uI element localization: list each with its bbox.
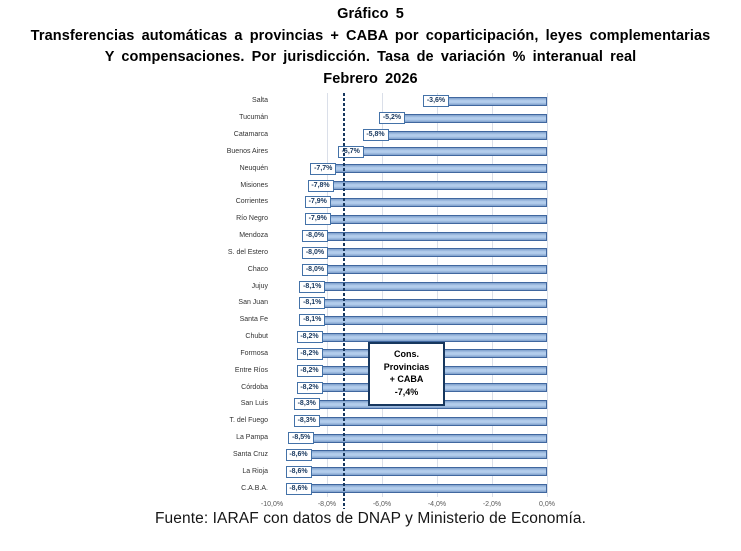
bar — [387, 130, 547, 140]
annotation-line1: Cons. Provincias — [383, 349, 430, 372]
bar-value-label: -8,1% — [299, 314, 326, 327]
bar-value-label: -7,7% — [310, 162, 337, 175]
gridline — [327, 93, 328, 497]
category-label: Santa Fe — [239, 316, 268, 324]
bar-value-label: -8,0% — [302, 263, 328, 276]
x-axis-tick-label: -4,0% — [427, 501, 447, 508]
source-caption: Fuente: IARAF con datos de DNAP y Minist… — [154, 510, 586, 527]
category-label: Jujuy — [251, 282, 268, 290]
bar-value-label: -8,1% — [299, 280, 326, 293]
bar-value-label: -8,2% — [296, 347, 323, 360]
category-label: Salta — [252, 97, 268, 105]
bar-value-label: -8,3% — [293, 415, 320, 428]
bar — [321, 332, 547, 342]
category-label: La Rioja — [242, 467, 268, 475]
bar-value-label: -7,8% — [307, 179, 334, 192]
gridline — [382, 93, 383, 497]
bar-value-label: -5,8% — [362, 129, 389, 142]
chart-title-line3: Y compensaciones. Por jurisdicción. Tasa… — [104, 49, 637, 65]
bar — [404, 113, 547, 123]
bar — [310, 467, 547, 477]
bar — [327, 265, 547, 275]
category-label: Santa Cruz — [232, 450, 268, 458]
category-label: San Luis — [240, 400, 268, 408]
bar — [329, 214, 547, 224]
category-label: Chubut — [245, 333, 268, 341]
chart-title-line2: Transferencias automáticas a provincias … — [30, 27, 711, 44]
x-axis-tick-label: -8,0% — [317, 501, 337, 508]
bar — [310, 484, 547, 494]
x-axis-tick-label: -2,0% — [482, 501, 502, 508]
category-label: La Pampa — [236, 434, 268, 442]
category-label: Chaco — [247, 265, 268, 273]
category-label: Tucumán — [239, 114, 268, 122]
bar — [327, 248, 547, 258]
bar — [313, 433, 547, 443]
dashed-reference-line — [342, 93, 345, 509]
category-label: Río Negro — [236, 215, 268, 223]
bar-value-label: -8,6% — [285, 465, 312, 478]
bar-value-label: -3,6% — [423, 95, 449, 108]
bar-value-label: -8,0% — [302, 230, 328, 243]
category-label: Misiones — [240, 181, 268, 189]
bar-value-label: -8,6% — [285, 448, 312, 461]
bar-value-label: -5,2% — [379, 112, 405, 125]
x-axis-tick-label: 0,0% — [539, 501, 555, 508]
bar — [310, 450, 547, 460]
bar — [335, 164, 547, 174]
category-label: Corrientes — [235, 198, 268, 206]
annotation-value: -7,4% — [394, 386, 419, 397]
x-axis-tick-label: -10,0% — [260, 501, 284, 508]
x-axis-tick-label: -6,0% — [372, 501, 392, 508]
bar-value-label: -8,1% — [299, 297, 326, 310]
gridline — [492, 93, 493, 497]
bar-value-label: -7,9% — [304, 213, 331, 226]
category-label: Buenos Aires — [226, 147, 268, 155]
gridline — [437, 93, 438, 497]
annotation-line2: + CABA — [389, 374, 424, 384]
bar-value-label: -8,2% — [296, 364, 323, 377]
category-label: Formosa — [240, 349, 268, 357]
bar — [324, 298, 547, 308]
bar — [448, 96, 547, 106]
bar-value-label: -7,9% — [304, 196, 331, 209]
category-label: S. del Estero — [227, 248, 268, 256]
bar-value-label: -8,6% — [285, 482, 312, 495]
bar — [327, 231, 547, 241]
category-label: Neuquén — [239, 164, 268, 172]
bar-value-label: -8,5% — [288, 432, 315, 445]
bar — [318, 416, 547, 426]
category-label: San Juan — [238, 299, 268, 307]
bar — [324, 315, 547, 325]
category-label: T. del Fuego — [229, 417, 268, 425]
category-label: Catamarca — [233, 131, 268, 139]
bar — [362, 147, 547, 157]
chart-number-title: Gráfico 5 — [337, 6, 404, 22]
bar — [329, 197, 547, 207]
bar-value-label: -8,2% — [296, 381, 323, 394]
bar — [324, 282, 547, 292]
category-label: C.A.B.A. — [241, 484, 268, 492]
category-label: Córdoba — [241, 383, 268, 391]
category-label: Mendoza — [239, 232, 268, 240]
consolidated-annotation-box: Cons. Provincias + CABA -7,4% — [368, 342, 445, 406]
bar-value-label: -8,0% — [302, 246, 328, 259]
bar — [332, 181, 547, 191]
bar-value-label: -8,3% — [293, 398, 320, 411]
category-label: Entre Ríos — [234, 366, 268, 374]
gridline — [547, 93, 548, 497]
chart-title-period: Febrero 2026 — [323, 70, 418, 87]
bar-value-label: -8,2% — [296, 331, 323, 344]
chart-title-block: Gráfico 5 Transferencias automáticas a p… — [0, 4, 741, 90]
